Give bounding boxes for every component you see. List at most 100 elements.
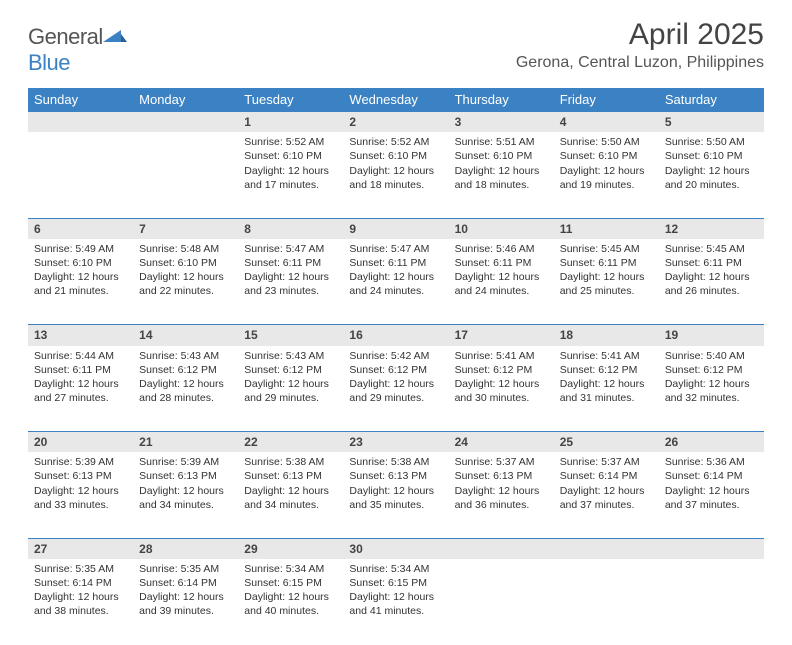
sunset-line: Sunset: 6:11 PM [665, 256, 758, 270]
sunset-line: Sunset: 6:14 PM [665, 469, 758, 483]
sunrise-line: Sunrise: 5:36 AM [665, 455, 758, 469]
sunrise-line: Sunrise: 5:34 AM [244, 562, 337, 576]
day-cell: Sunrise: 5:49 AMSunset: 6:10 PMDaylight:… [28, 239, 133, 325]
daylight-line: Daylight: 12 hours and 41 minutes. [349, 590, 442, 618]
sunset-line: Sunset: 6:13 PM [139, 469, 232, 483]
day-number: 4 [554, 112, 659, 133]
sunset-line: Sunset: 6:10 PM [665, 149, 758, 163]
day-number: 27 [28, 538, 133, 559]
day-content-row: Sunrise: 5:49 AMSunset: 6:10 PMDaylight:… [28, 239, 764, 325]
sunset-line: Sunset: 6:10 PM [349, 149, 442, 163]
daylight-line: Daylight: 12 hours and 26 minutes. [665, 270, 758, 298]
sunset-line: Sunset: 6:12 PM [244, 363, 337, 377]
month-title: April 2025 [516, 18, 764, 52]
sunset-line: Sunset: 6:12 PM [349, 363, 442, 377]
day-cell: Sunrise: 5:52 AMSunset: 6:10 PMDaylight:… [343, 132, 448, 218]
daylight-line: Daylight: 12 hours and 36 minutes. [455, 484, 548, 512]
sunrise-line: Sunrise: 5:41 AM [560, 349, 653, 363]
day-cell: Sunrise: 5:41 AMSunset: 6:12 PMDaylight:… [554, 346, 659, 432]
day-cell: Sunrise: 5:45 AMSunset: 6:11 PMDaylight:… [659, 239, 764, 325]
day-number: 16 [343, 325, 448, 346]
day-number: 25 [554, 432, 659, 453]
weekday-header: Wednesday [343, 88, 448, 112]
sunset-line: Sunset: 6:14 PM [560, 469, 653, 483]
daylight-line: Daylight: 12 hours and 27 minutes. [34, 377, 127, 405]
sunrise-line: Sunrise: 5:41 AM [455, 349, 548, 363]
sunrise-line: Sunrise: 5:37 AM [560, 455, 653, 469]
daylight-line: Daylight: 12 hours and 34 minutes. [244, 484, 337, 512]
day-number: 29 [238, 538, 343, 559]
sunset-line: Sunset: 6:11 PM [560, 256, 653, 270]
daylight-line: Daylight: 12 hours and 21 minutes. [34, 270, 127, 298]
sunrise-line: Sunrise: 5:37 AM [455, 455, 548, 469]
daylight-line: Daylight: 12 hours and 20 minutes. [665, 164, 758, 192]
day-cell: Sunrise: 5:43 AMSunset: 6:12 PMDaylight:… [133, 346, 238, 432]
day-number: 5 [659, 112, 764, 133]
day-content-row: Sunrise: 5:52 AMSunset: 6:10 PMDaylight:… [28, 132, 764, 218]
day-cell: Sunrise: 5:46 AMSunset: 6:11 PMDaylight:… [449, 239, 554, 325]
day-number: 1 [238, 112, 343, 133]
sunrise-line: Sunrise: 5:39 AM [139, 455, 232, 469]
daylight-line: Daylight: 12 hours and 34 minutes. [139, 484, 232, 512]
sunrise-line: Sunrise: 5:50 AM [665, 135, 758, 149]
sunset-line: Sunset: 6:13 PM [455, 469, 548, 483]
sunrise-line: Sunrise: 5:42 AM [349, 349, 442, 363]
sunset-line: Sunset: 6:11 PM [34, 363, 127, 377]
day-number: 23 [343, 432, 448, 453]
empty-daynum [554, 538, 659, 559]
daylight-line: Daylight: 12 hours and 23 minutes. [244, 270, 337, 298]
daylight-line: Daylight: 12 hours and 35 minutes. [349, 484, 442, 512]
sunset-line: Sunset: 6:13 PM [244, 469, 337, 483]
day-content-row: Sunrise: 5:44 AMSunset: 6:11 PMDaylight:… [28, 346, 764, 432]
brand-part2: Blue [28, 50, 70, 75]
daylight-line: Daylight: 12 hours and 28 minutes. [139, 377, 232, 405]
day-cell: Sunrise: 5:35 AMSunset: 6:14 PMDaylight:… [28, 559, 133, 645]
sunset-line: Sunset: 6:10 PM [455, 149, 548, 163]
daylight-line: Daylight: 12 hours and 19 minutes. [560, 164, 653, 192]
day-number: 19 [659, 325, 764, 346]
empty-daynum [133, 112, 238, 133]
page-header: General Blue April 2025 Gerona, Central … [28, 18, 764, 76]
sunrise-line: Sunrise: 5:35 AM [139, 562, 232, 576]
sunset-line: Sunset: 6:12 PM [455, 363, 548, 377]
sunset-line: Sunset: 6:12 PM [665, 363, 758, 377]
daylight-line: Daylight: 12 hours and 31 minutes. [560, 377, 653, 405]
sunset-line: Sunset: 6:10 PM [139, 256, 232, 270]
day-cell: Sunrise: 5:40 AMSunset: 6:12 PMDaylight:… [659, 346, 764, 432]
weekday-header: Thursday [449, 88, 554, 112]
daylight-line: Daylight: 12 hours and 29 minutes. [244, 377, 337, 405]
day-cell: Sunrise: 5:37 AMSunset: 6:13 PMDaylight:… [449, 452, 554, 538]
sunrise-line: Sunrise: 5:38 AM [349, 455, 442, 469]
sunset-line: Sunset: 6:10 PM [560, 149, 653, 163]
day-number: 30 [343, 538, 448, 559]
day-number: 17 [449, 325, 554, 346]
day-number: 9 [343, 218, 448, 239]
day-cell: Sunrise: 5:52 AMSunset: 6:10 PMDaylight:… [238, 132, 343, 218]
day-cell: Sunrise: 5:39 AMSunset: 6:13 PMDaylight:… [28, 452, 133, 538]
empty-daynum [449, 538, 554, 559]
empty-cell [449, 559, 554, 645]
day-number: 13 [28, 325, 133, 346]
daylight-line: Daylight: 12 hours and 30 minutes. [455, 377, 548, 405]
day-number: 12 [659, 218, 764, 239]
day-cell: Sunrise: 5:34 AMSunset: 6:15 PMDaylight:… [343, 559, 448, 645]
brand-logo: General Blue [28, 18, 127, 76]
day-number: 21 [133, 432, 238, 453]
empty-cell [28, 132, 133, 218]
sunset-line: Sunset: 6:11 PM [349, 256, 442, 270]
empty-daynum [28, 112, 133, 133]
day-number: 15 [238, 325, 343, 346]
day-cell: Sunrise: 5:44 AMSunset: 6:11 PMDaylight:… [28, 346, 133, 432]
day-number-row: 12345 [28, 112, 764, 133]
sunrise-line: Sunrise: 5:50 AM [560, 135, 653, 149]
daylight-line: Daylight: 12 hours and 38 minutes. [34, 590, 127, 618]
weekday-header: Monday [133, 88, 238, 112]
day-number-row: 27282930 [28, 538, 764, 559]
sunset-line: Sunset: 6:13 PM [34, 469, 127, 483]
empty-cell [554, 559, 659, 645]
day-number-row: 13141516171819 [28, 325, 764, 346]
day-number: 2 [343, 112, 448, 133]
day-number: 24 [449, 432, 554, 453]
day-cell: Sunrise: 5:47 AMSunset: 6:11 PMDaylight:… [238, 239, 343, 325]
sunrise-line: Sunrise: 5:51 AM [455, 135, 548, 149]
